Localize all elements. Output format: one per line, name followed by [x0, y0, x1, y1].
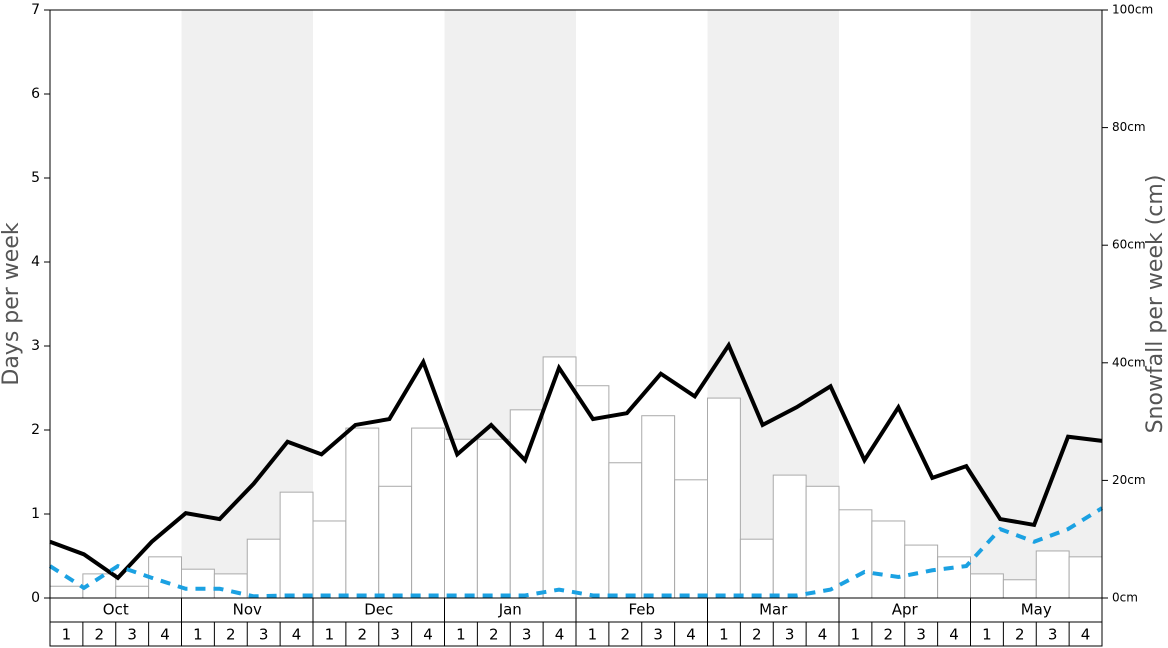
y2-tick-label: 0cm	[1112, 591, 1138, 605]
bar	[674, 479, 708, 599]
y-tick-label: 5	[31, 170, 40, 186]
month-label: Nov	[233, 601, 262, 619]
x-tick-label: 2	[226, 626, 236, 644]
bar	[476, 438, 511, 599]
bar	[608, 462, 643, 599]
x-tick-label: 4	[160, 626, 170, 644]
month-label: Apr	[892, 601, 919, 619]
x-tick-label: 2	[752, 626, 762, 644]
x-tick-label: 4	[949, 626, 959, 644]
bar	[871, 520, 906, 599]
x-tick-label: 1	[456, 626, 466, 644]
bar	[772, 474, 807, 599]
bar	[1068, 556, 1103, 599]
y2-tick-label: 100cm	[1112, 3, 1153, 17]
bar	[937, 556, 971, 599]
x-tick-label: 1	[719, 626, 729, 644]
x-tick-label: 4	[686, 626, 696, 644]
y-tick-label: 4	[31, 254, 40, 270]
bar	[181, 568, 215, 599]
month-label: May	[1021, 601, 1052, 619]
x-tick-label: 4	[1081, 626, 1091, 644]
x-tick-label: 3	[522, 626, 532, 644]
x-tick-label: 3	[390, 626, 400, 644]
bar	[411, 427, 445, 599]
x-tick-label: 1	[588, 626, 598, 644]
x-tick-label: 3	[916, 626, 926, 644]
x-tick-label: 2	[884, 626, 894, 644]
bar	[279, 491, 314, 599]
y-tick-label: 7	[31, 2, 40, 18]
x-tick-label: 1	[982, 626, 992, 644]
bar	[805, 485, 840, 599]
month-label: Jan	[498, 601, 522, 619]
bar	[509, 409, 544, 599]
bar	[148, 556, 182, 599]
x-tick-label: 2	[358, 626, 368, 644]
bar	[378, 485, 413, 599]
x-tick-label: 2	[1015, 626, 1025, 644]
month-label: Mar	[759, 601, 788, 619]
bar	[115, 585, 150, 599]
bar	[246, 538, 281, 599]
x-tick-label: 1	[193, 626, 203, 644]
y-axis-label: Days per week	[0, 222, 24, 385]
x-tick-label: 3	[127, 626, 137, 644]
bar	[1002, 579, 1037, 599]
x-tick-label: 1	[62, 626, 72, 644]
y-tick-label: 3	[31, 338, 40, 354]
line	[49, 340, 1103, 581]
bar	[739, 538, 774, 599]
dashed-line	[48, 506, 1104, 599]
x-tick-label: 4	[423, 626, 433, 644]
y-tick-label: 1	[31, 506, 40, 522]
bar	[707, 397, 741, 599]
bar	[444, 438, 478, 599]
x-tick-label: 3	[653, 626, 663, 644]
month-label: Feb	[628, 601, 655, 619]
month-label: Dec	[364, 601, 393, 619]
bar	[970, 573, 1004, 599]
x-tick-label: 2	[489, 626, 499, 644]
x-tick-label: 4	[292, 626, 302, 644]
x-tick-label: 4	[555, 626, 565, 644]
x-tick-label: 3	[1048, 626, 1058, 644]
y2-tick-label: 80cm	[1112, 120, 1146, 134]
bar	[1035, 550, 1070, 599]
x-tick-label: 1	[325, 626, 335, 644]
x-tick-label: 2	[621, 626, 631, 644]
x-tick-label: 3	[259, 626, 269, 644]
y2-tick-label: 60cm	[1112, 238, 1146, 252]
month-shade	[970, 10, 1102, 598]
y-tick-label: 6	[31, 86, 40, 102]
y-tick-label: 2	[31, 422, 40, 438]
y2-tick-label: 20cm	[1112, 473, 1146, 487]
x-tick-label: 2	[95, 626, 105, 644]
bar	[49, 585, 84, 599]
bar	[213, 573, 248, 599]
month-label: Oct	[103, 601, 129, 619]
bar	[312, 520, 347, 599]
bar	[345, 427, 380, 599]
x-tick-label: 4	[818, 626, 828, 644]
x-tick-label: 3	[785, 626, 795, 644]
y2-tick-label: 40cm	[1112, 355, 1146, 369]
x-tick-label: 1	[851, 626, 861, 644]
y-tick-label: 0	[31, 590, 40, 606]
bar	[641, 415, 676, 599]
y2-axis-label: Snowfall per week (cm)	[1143, 175, 1168, 434]
